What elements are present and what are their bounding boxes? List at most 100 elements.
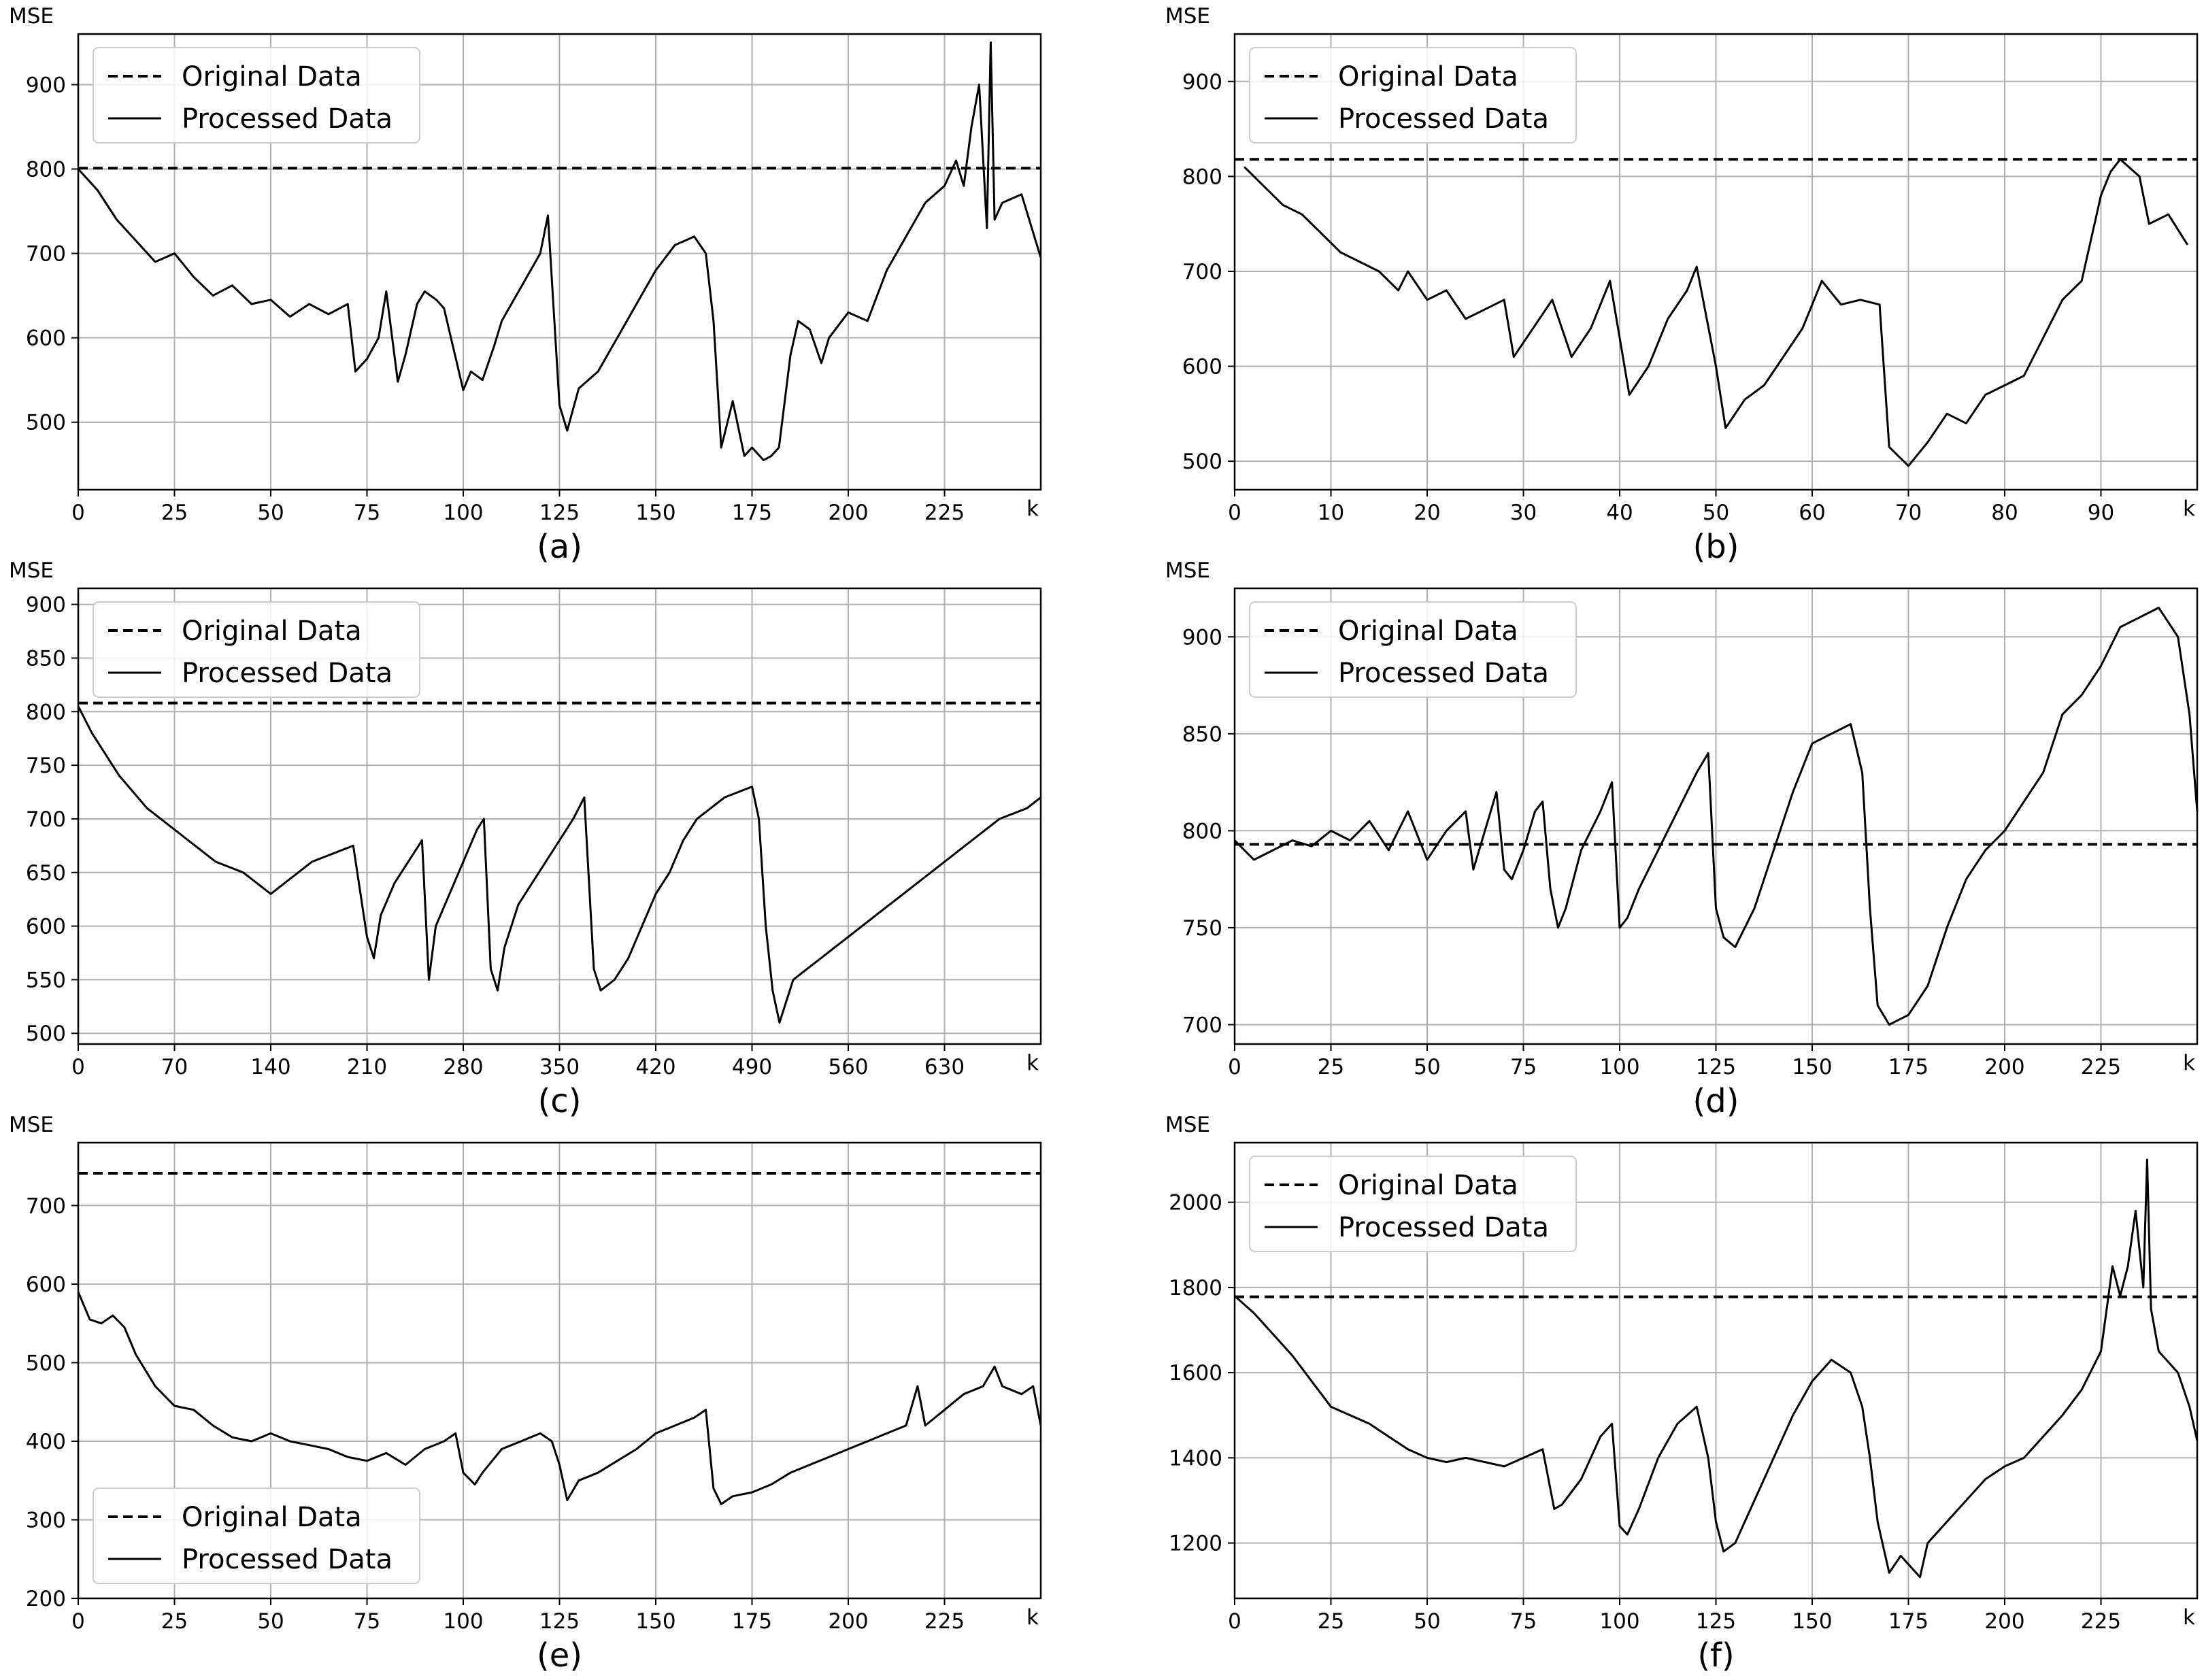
x-axis-label: k	[1026, 1051, 1039, 1075]
x-tick-label: 150	[635, 1609, 675, 1634]
x-tick-label: 50	[257, 501, 284, 525]
y-tick-label: 900	[26, 73, 66, 97]
panel-caption: (a)	[537, 528, 582, 566]
x-tick-label: 40	[1606, 501, 1633, 525]
y-axis-label: MSE	[9, 4, 54, 29]
x-tick-label: 200	[1984, 1609, 2024, 1634]
x-tick-label: 0	[1228, 1055, 1241, 1079]
y-axis-label: MSE	[1165, 558, 1210, 583]
x-tick-label: 175	[732, 1609, 772, 1634]
panel-f: 0 25 50 75 100 125 150 175 200 225 1200 1400 1600 180…	[1165, 1113, 2199, 1675]
y-tick-label: 750	[1182, 916, 1222, 941]
x-tick-label: 50	[257, 1609, 284, 1634]
legend-box	[1249, 601, 1577, 698]
x-tick-label: 175	[1888, 1609, 1928, 1634]
legend-label: Processed Data	[1338, 658, 1549, 689]
x-tick-label: 225	[924, 501, 965, 525]
x-tick-label: 175	[1888, 1055, 1928, 1079]
panel-c: 0 70 140 210 280 350 420 490 560 630 500 550 600 650 7…	[9, 558, 1042, 1120]
panel-caption: (c)	[538, 1082, 582, 1120]
panel-caption: (f)	[1697, 1636, 1734, 1675]
x-axis-label: k	[1026, 1605, 1039, 1630]
x-tick-label: 560	[828, 1055, 868, 1079]
legend-box	[93, 1488, 420, 1584]
y-tick-label: 500	[26, 1351, 66, 1375]
panel-a: 0 25 50 75 100 125 150 175 200 225 500 600 700 800 900…	[9, 4, 1042, 566]
legend: Original Data Processed Data	[93, 601, 420, 698]
plot-frame	[1233, 587, 2199, 1045]
y-tick-label: 900	[1182, 70, 1222, 95]
x-tick-label: 200	[828, 1609, 868, 1634]
panel-b: 0 10 20 30 40 50 60 70 80 90 500 600 700 800 900 MSE k Or…	[1165, 4, 2199, 566]
legend-label: Processed Data	[182, 658, 393, 689]
x-tick-label: 20	[1414, 501, 1440, 525]
y-tick-label: 700	[26, 807, 66, 832]
x-tick-label: 10	[1318, 501, 1344, 525]
y-tick-label: 500	[1182, 450, 1222, 474]
x-tick-label: 25	[1318, 1055, 1344, 1079]
y-tick-label: 2000	[1169, 1191, 1222, 1215]
y-tick-label: 600	[26, 326, 66, 351]
legend-label: Original Data	[182, 61, 362, 93]
y-tick-label: 1400	[1169, 1446, 1222, 1471]
legend: Original Data Processed Data	[93, 1488, 420, 1584]
legend-box	[1249, 47, 1577, 144]
legend-label: Processed Data	[182, 1544, 393, 1575]
x-tick-label: 60	[1799, 501, 1825, 525]
x-tick-label: 25	[161, 1609, 188, 1634]
y-tick-label: 800	[1182, 165, 1222, 189]
x-tick-label: 0	[71, 1055, 85, 1079]
y-tick-label: 500	[26, 411, 66, 435]
x-tick-label: 0	[71, 501, 85, 525]
x-tick-label: 150	[1792, 1609, 1832, 1634]
x-tick-label: 125	[1696, 1609, 1736, 1634]
y-tick-label: 800	[26, 700, 66, 724]
x-tick-label: 125	[539, 501, 580, 525]
x-tick-label: 0	[1228, 501, 1241, 525]
y-tick-label: 700	[1182, 260, 1222, 284]
y-tick-label: 800	[1182, 819, 1222, 843]
legend: Original Data Processed Data	[1249, 47, 1577, 144]
x-tick-label: 75	[354, 1609, 380, 1634]
x-tick-label: 125	[1696, 1055, 1736, 1079]
y-tick-label: 800	[26, 158, 66, 182]
x-tick-label: 0	[71, 1609, 85, 1634]
x-tick-label: 75	[354, 501, 380, 525]
processed-data-line	[1243, 158, 2189, 467]
x-tick-label: 350	[539, 1055, 580, 1079]
y-tick-label: 850	[1182, 722, 1222, 747]
x-tick-label: 50	[1703, 501, 1729, 525]
x-tick-label: 75	[1510, 1055, 1537, 1079]
panel-d: 0 25 50 75 100 125 150 175 200 225 700 750 800 850 900…	[1165, 558, 2199, 1120]
x-tick-label: 200	[828, 501, 868, 525]
processed-data-line	[1233, 607, 2199, 1026]
y-tick-label: 500	[26, 1022, 66, 1046]
legend: Original Data Processed Data	[1249, 601, 1577, 698]
x-tick-label: 150	[1792, 1055, 1832, 1079]
y-tick-label: 900	[26, 593, 66, 618]
legend-label: Processed Data	[1338, 1212, 1549, 1243]
y-tick-label: 550	[26, 968, 66, 992]
x-tick-label: 420	[635, 1055, 675, 1079]
plot-frame	[77, 587, 1042, 1045]
processed-data-line	[1234, 1158, 2199, 1579]
legend: Original Data Processed Data	[93, 47, 420, 144]
panel-caption: (e)	[537, 1636, 582, 1675]
legend-label: Original Data	[182, 1502, 362, 1533]
x-tick-label: 25	[161, 501, 188, 525]
y-tick-label: 300	[26, 1508, 66, 1532]
x-axis-label: k	[2183, 1051, 2195, 1075]
y-tick-label: 850	[26, 646, 66, 671]
x-tick-label: 225	[924, 1609, 965, 1634]
legend: Original Data Processed Data	[1249, 1156, 1577, 1252]
legend-label: Original Data	[1338, 61, 1518, 93]
panel-caption: (d)	[1693, 1082, 1739, 1120]
x-tick-label: 630	[924, 1055, 965, 1079]
legend-label: Original Data	[182, 616, 362, 647]
x-tick-label: 30	[1510, 501, 1537, 525]
y-tick-label: 600	[26, 1273, 66, 1297]
x-tick-label: 100	[443, 501, 483, 525]
y-tick-label: 1200	[1169, 1532, 1222, 1556]
x-tick-label: 90	[2088, 501, 2114, 525]
